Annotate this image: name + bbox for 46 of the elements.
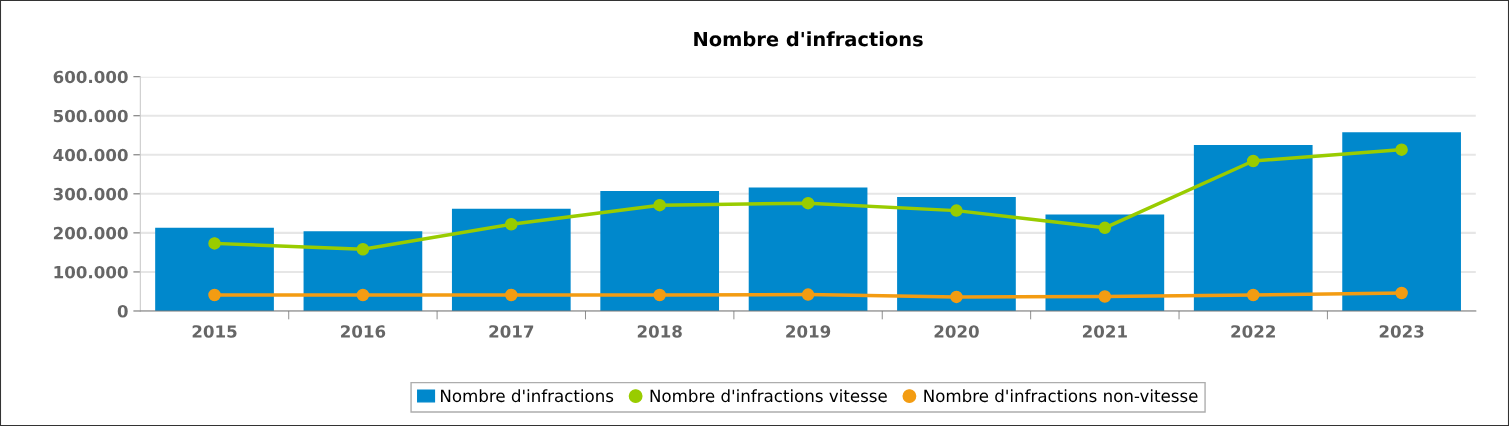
y-tick-label: 500.000: [53, 109, 128, 123]
x-tick-label: 2017: [489, 325, 534, 338]
bar: [451, 208, 571, 311]
bar: [600, 191, 720, 311]
legend-label: Nombre d'infractions: [441, 389, 614, 403]
point: [1246, 288, 1260, 302]
point: [653, 198, 666, 212]
point: [356, 288, 370, 302]
x-tick-label: 2021: [1082, 325, 1127, 338]
chart-title: Nombre d'infractions: [694, 31, 923, 47]
y-tick-label: 0: [117, 304, 128, 318]
bar: [748, 187, 868, 311]
point: [1395, 143, 1408, 156]
y-tick-label: 200.000: [53, 226, 128, 240]
point: [950, 204, 963, 217]
point: [505, 218, 518, 231]
point: [1098, 290, 1112, 303]
point: [1098, 221, 1112, 235]
x-tick-label: 2018: [637, 325, 682, 338]
bar: [897, 196, 1016, 311]
y-tick-label: 600.000: [53, 70, 128, 84]
x-tick-label: 2023: [1379, 325, 1424, 338]
legend-label: Nombre d'infractions non-vitesse: [924, 389, 1198, 403]
y-tick-label: 400.000: [53, 148, 128, 162]
x-tick-label: 2022: [1231, 325, 1275, 338]
point: [1246, 154, 1260, 168]
point: [208, 288, 221, 302]
bar: [1193, 145, 1313, 311]
point: [801, 196, 815, 210]
x-tick-label: 2016: [341, 325, 386, 338]
point: [950, 290, 963, 304]
bar: [1045, 214, 1165, 311]
x-tick-label: 2020: [934, 325, 979, 338]
point: [505, 288, 518, 302]
x-tick-label: 2019: [786, 325, 831, 338]
legend-label: Nombre d'infractions vitesse: [650, 389, 887, 403]
point: [356, 243, 370, 256]
point: [1395, 286, 1408, 300]
bar: [155, 227, 274, 311]
x-tick-label: 2015: [192, 325, 237, 338]
y-tick-label: 100.000: [54, 265, 128, 279]
point: [801, 288, 815, 301]
bar: [1342, 132, 1461, 311]
point: [208, 237, 221, 250]
y-tick-label: 300.000: [53, 187, 128, 201]
point: [653, 288, 666, 302]
